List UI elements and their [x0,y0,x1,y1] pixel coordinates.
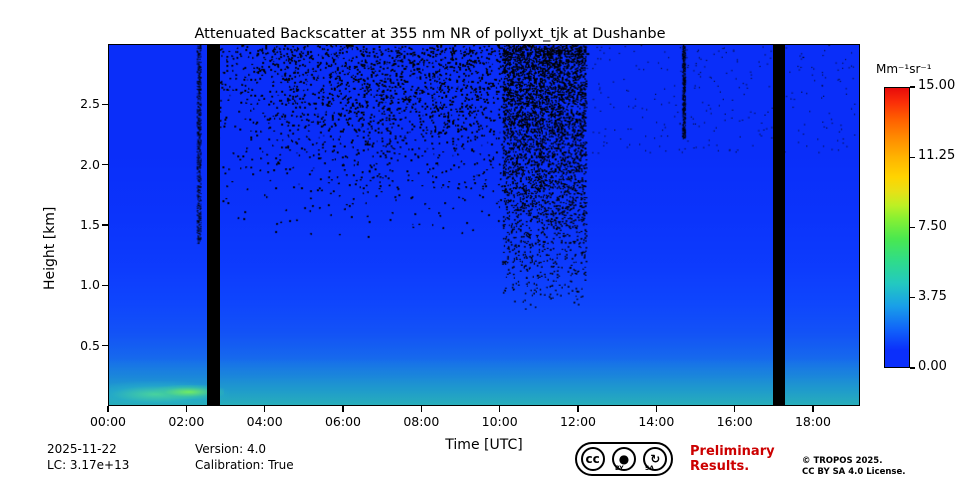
x-tick-label-2: 04:00 [246,414,283,429]
x-tick-6 [577,406,579,412]
x-tick-label-1: 02:00 [168,414,205,429]
x-tick-8 [733,406,736,412]
cc-icon: cc [580,447,605,471]
y-tick-label-0: 0.5 [80,337,100,353]
x-tick-0 [107,406,109,412]
copyright-notice: © TROPOS 2025. CC BY SA 4.0 License. [802,456,905,478]
preliminary-line-1: Preliminary [690,444,775,459]
x-axis-title: Time [UTC] [445,437,523,453]
x-tick-5 [498,406,501,412]
copyright-line-1: © TROPOS 2025. [802,456,883,466]
colorbar-tick-0 [910,367,915,369]
y-tick-label-4: 2.5 [80,96,100,112]
x-tick-9 [812,406,814,412]
x-tick-label-9: 18:00 [794,414,832,429]
x-tick-7 [655,406,658,412]
x-tick-3 [342,406,344,412]
x-tick-label-7: 14:00 [638,414,675,429]
heatmap-canvas [109,45,859,405]
cc-by-label: BY [615,465,624,472]
x-tick-label-3: 06:00 [324,414,362,429]
footer-date: 2025-11-22 [47,442,117,456]
colorbar [884,87,910,368]
y-tick-0 [102,344,108,347]
colorbar-tick-label-0: 0.00 [918,359,947,374]
y-tick-1 [102,284,108,287]
y-tick-label-2: 1.5 [80,217,100,232]
x-tick-2 [263,406,266,412]
preliminary-notice: Preliminary Results. [690,444,775,474]
x-tick-label-8: 16:00 [716,414,753,429]
x-tick-label-5: 10:00 [481,414,518,429]
y-tick-label-1: 1.0 [80,277,100,293]
footer-calibration: Calibration: True [195,458,294,472]
x-tick-label-6: 12:00 [559,414,597,429]
cc-license-badge[interactable]: cc ● ↻ [575,442,673,476]
colorbar-tick-label-4: 15.00 [918,78,956,93]
colorbar-tick-label-1: 3.75 [918,288,947,304]
x-tick-label-4: 08:00 [403,414,440,429]
colorbar-tick-4 [910,86,915,88]
colorbar-tick-label-2: 7.50 [918,218,947,234]
x-tick-4 [420,406,423,412]
noise-speckle-overlay [109,45,857,405]
data-gap-bar-2 [773,45,785,405]
y-tick-4 [102,103,108,106]
colorbar-tick-3 [910,156,915,158]
chart-title: Attenuated Backscatter at 355 nm NR of p… [194,26,666,42]
colorbar-tick-2 [910,226,915,229]
cc-sa-icon: ↻ [643,447,668,471]
x-tick-1 [185,406,188,412]
cc-by-icon: ● [611,447,636,471]
footer-version: Version: 4.0 [195,442,267,456]
y-tick-3 [102,163,108,166]
colorbar-tick-label-3: 11.25 [918,148,956,164]
y-tick-label-3: 2.0 [80,156,100,172]
preliminary-line-2: Results. [690,459,750,474]
y-tick-2 [102,224,108,226]
heatmap-plot-area [108,44,860,406]
copyright-line-2: CC BY SA 4.0 License. [802,467,906,477]
colorbar-tick-1 [910,297,915,299]
data-gap-bar-1 [207,45,220,405]
x-tick-label-0: 00:00 [89,414,127,429]
cc-sa-label: SA [645,465,654,472]
colorbar-unit-label: Mm⁻¹sr⁻¹ [876,62,932,76]
footer-lidar-constant: LC: 3.17e+13 [47,458,130,472]
y-axis-title: Height [km] [42,206,58,290]
